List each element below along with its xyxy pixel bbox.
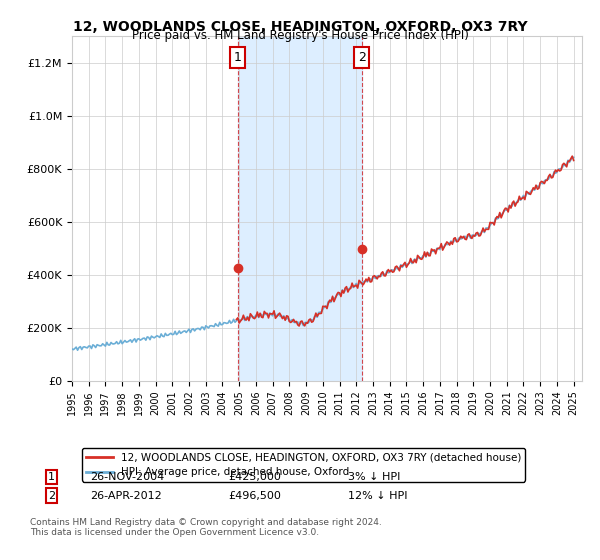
Text: Price paid vs. HM Land Registry's House Price Index (HPI): Price paid vs. HM Land Registry's House … (131, 29, 469, 42)
Text: 12% ↓ HPI: 12% ↓ HPI (348, 491, 407, 501)
Text: 2: 2 (358, 51, 365, 64)
Text: 1: 1 (48, 472, 55, 482)
Text: £425,000: £425,000 (228, 472, 281, 482)
Bar (238, 36, 362, 381)
Text: £496,500: £496,500 (228, 491, 281, 501)
Legend: 12, WOODLANDS CLOSE, HEADINGTON, OXFORD, OX3 7RY (detached house), HPI: Average : 12, WOODLANDS CLOSE, HEADINGTON, OXFORD,… (82, 448, 526, 482)
Text: Contains HM Land Registry data © Crown copyright and database right 2024.
This d: Contains HM Land Registry data © Crown c… (30, 518, 382, 538)
Text: 2: 2 (48, 491, 55, 501)
Text: 3% ↓ HPI: 3% ↓ HPI (348, 472, 400, 482)
Text: 26-NOV-2004: 26-NOV-2004 (90, 472, 164, 482)
Text: 1: 1 (233, 51, 241, 64)
Text: 26-APR-2012: 26-APR-2012 (90, 491, 162, 501)
Text: 12, WOODLANDS CLOSE, HEADINGTON, OXFORD, OX3 7RY: 12, WOODLANDS CLOSE, HEADINGTON, OXFORD,… (73, 20, 527, 34)
